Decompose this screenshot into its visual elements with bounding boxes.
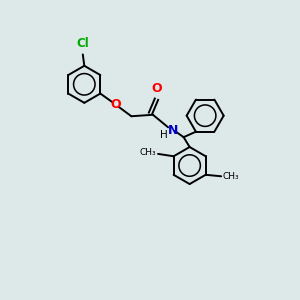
Text: O: O [111, 98, 121, 111]
Text: Cl: Cl [76, 37, 89, 50]
Text: H: H [160, 130, 168, 140]
Text: N: N [167, 124, 178, 137]
Text: O: O [152, 82, 162, 95]
Text: CH₃: CH₃ [223, 172, 240, 182]
Text: CH₃: CH₃ [140, 148, 156, 157]
